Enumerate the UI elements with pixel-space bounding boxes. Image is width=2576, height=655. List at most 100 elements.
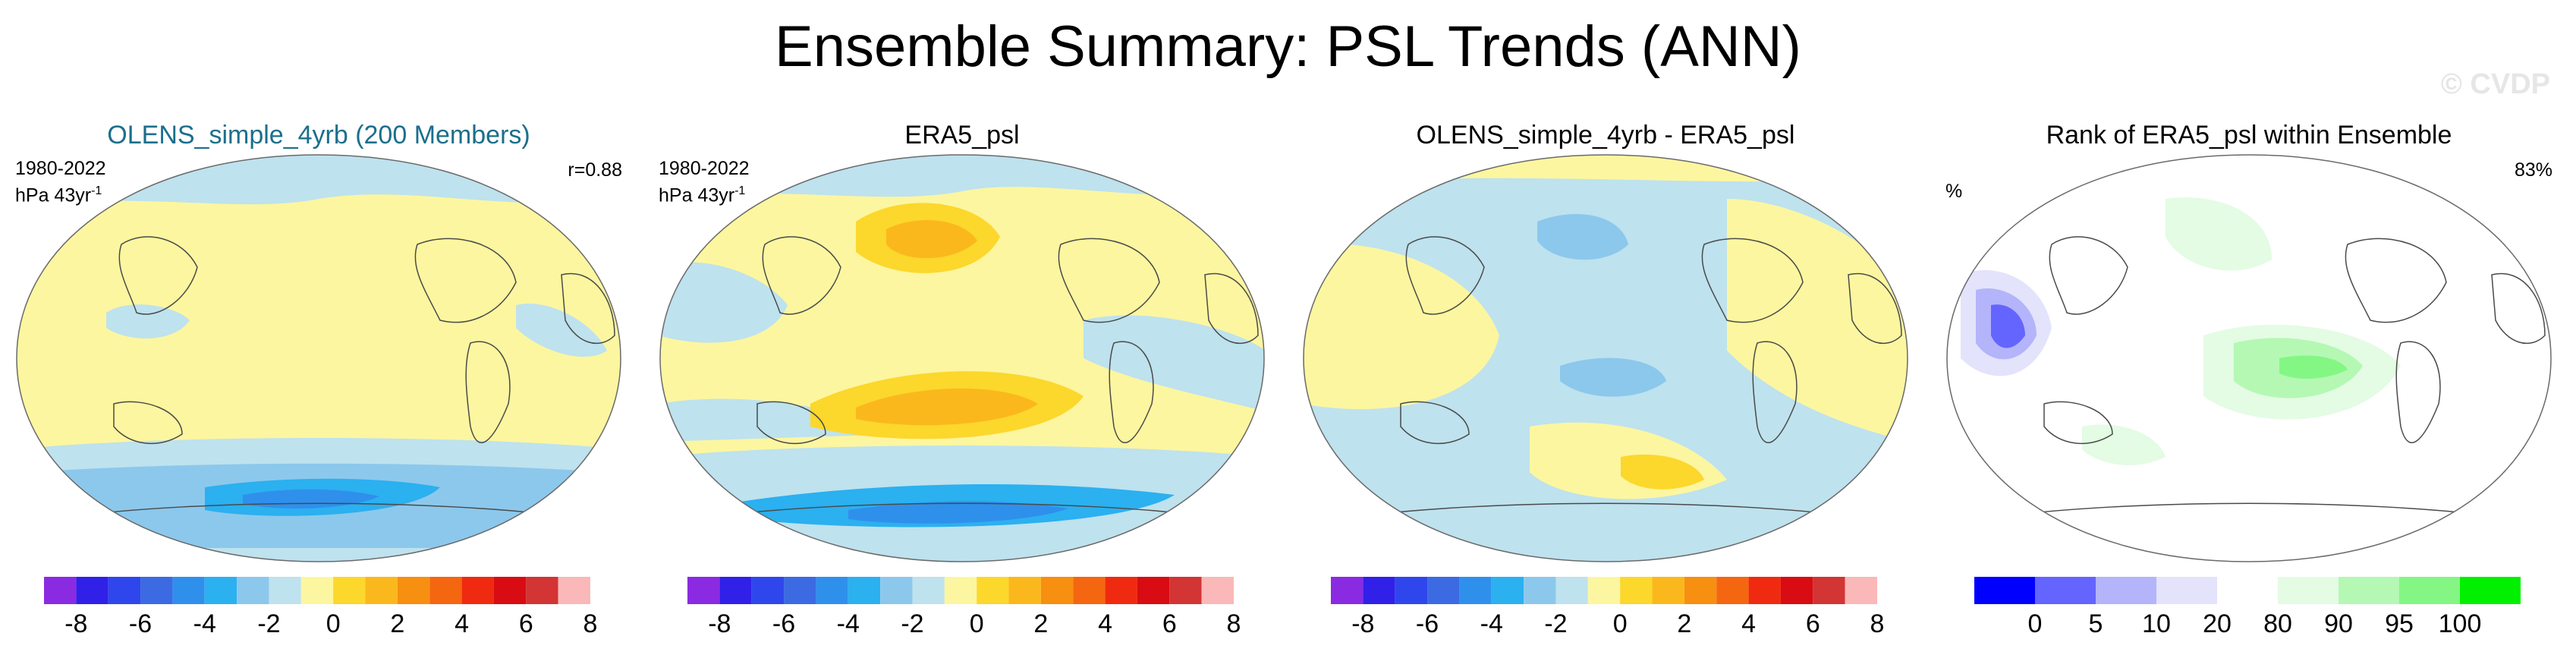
coastline	[1752, 341, 1798, 443]
colorbar-swatch	[687, 577, 720, 604]
coastline	[1848, 272, 1902, 344]
pattern-correlation-label: r=0.88	[568, 159, 622, 181]
colorbar-swatch	[1427, 577, 1460, 604]
colorbar-swatch	[1169, 577, 1202, 604]
colorbar-tick-label: 4	[454, 609, 470, 638]
colorbar-tick-label: -6	[1415, 609, 1439, 638]
colorbar-swatch	[1748, 577, 1781, 604]
colorbar-swatch	[1008, 577, 1041, 604]
colorbar-swatch	[944, 577, 977, 604]
colorbar-swatch	[493, 577, 527, 604]
colorbar-tick-label: -2	[901, 609, 924, 638]
coastline	[113, 401, 183, 444]
coastline	[465, 341, 511, 443]
colorbar-tick-label: 100	[2438, 609, 2482, 638]
colorbar-swatch	[880, 577, 913, 604]
colorbar-swatch	[1331, 577, 1363, 604]
coastline	[60, 502, 577, 518]
colorbar-swatch	[558, 577, 590, 604]
trend-contour-region	[106, 304, 190, 339]
colorbar-tick-label: 2	[1677, 609, 1692, 638]
colorbar-swatch	[1555, 577, 1588, 604]
map-outline	[1303, 154, 1908, 562]
panel-title: OLENS_simple_4yrb (200 Members)	[107, 121, 530, 150]
colorbar-tick-label: -4	[193, 609, 216, 638]
colorbar-swatch	[526, 577, 558, 604]
colorbar-swatch	[2096, 577, 2156, 604]
colorbar-swatch	[1363, 577, 1395, 604]
map-outline	[659, 154, 1265, 562]
colorbar-swatch	[76, 577, 109, 604]
coastline	[561, 272, 615, 344]
trend-contour-region	[1304, 155, 1908, 184]
colorbar	[1331, 577, 1877, 604]
colorbar-swatch	[1201, 577, 1234, 604]
coastline	[1990, 502, 2508, 518]
panel-title: ERA5_psl	[904, 121, 1020, 150]
colorbar-swatch	[1620, 577, 1653, 604]
colorbar-tick-label: 8	[1870, 609, 1885, 638]
colorbar-swatch	[1974, 577, 2035, 604]
trend-contour-region	[856, 388, 1038, 426]
trend-contour-region	[1304, 243, 1499, 410]
colorbar-swatch	[1137, 577, 1170, 604]
colorbar-swatch	[2339, 577, 2399, 604]
coastline	[2491, 272, 2546, 344]
colorbar-tick-label: -4	[836, 609, 860, 638]
colorbar-swatch	[1073, 577, 1106, 604]
colorbar-swatch	[2035, 577, 2096, 604]
period-units-label: 1980-2022 hPa 43yr-1	[15, 158, 106, 206]
colorbar-swatch	[461, 577, 494, 604]
colorbar-swatch	[108, 577, 141, 604]
colorbar-tick-label: 0	[2027, 609, 2043, 638]
coastline	[1109, 341, 1154, 443]
colorbar-swatch	[1491, 577, 1524, 604]
colorbar-swatch	[429, 577, 462, 604]
trend-contour-region	[2082, 424, 2166, 465]
colorbar-swatch	[816, 577, 848, 604]
coastline	[2395, 341, 2441, 443]
colorbar-swatch	[719, 577, 752, 604]
colorbar-tick-label: -6	[772, 609, 796, 638]
coastline	[762, 236, 841, 315]
coastline	[1701, 238, 1804, 323]
colorbar-swatch	[848, 577, 881, 604]
colorbar-tick-label: 8	[583, 609, 598, 638]
colorbar-tick-label: 6	[518, 609, 533, 638]
colorbar-tick-label: -2	[1544, 609, 1568, 638]
colorbar-tick-label: -2	[257, 609, 281, 638]
colorbar-swatch	[237, 577, 269, 604]
coastline	[1400, 401, 1470, 444]
colorbar-swatch	[2217, 577, 2278, 604]
colorbar-swatch	[1105, 577, 1137, 604]
colorbar-tick-label: 10	[2142, 609, 2171, 638]
figure-title: Ensemble Summary: PSL Trends (ANN)	[775, 14, 1801, 79]
colorbar-tick-label: -8	[1351, 609, 1375, 638]
trend-contour-region	[17, 155, 621, 206]
colorbar-swatch	[1845, 577, 1877, 604]
trend-contour-region	[516, 304, 607, 357]
colorbar-tick-label: 90	[2324, 609, 2353, 638]
colorbar-tick-label: 0	[969, 609, 984, 638]
colorbar-swatch	[751, 577, 785, 604]
coastline	[1405, 236, 1485, 315]
coastline	[2049, 236, 2128, 315]
colorbar-swatch	[912, 577, 945, 604]
colorbar-tick-label: 2	[390, 609, 405, 638]
colorbar-tick-label: 5	[2088, 609, 2103, 638]
colorbar-swatch	[365, 577, 398, 604]
colorbar-swatch	[1395, 577, 1428, 604]
panel-title: OLENS_simple_4yrb - ERA5_psl	[1416, 121, 1795, 150]
trend-contour-region	[1621, 454, 1704, 490]
map-outline	[1946, 154, 2552, 562]
trend-contour-region	[1560, 357, 1666, 397]
world-map	[659, 154, 1265, 562]
trend-contour-region	[1537, 214, 1628, 260]
coastline	[414, 238, 517, 323]
coastline	[2345, 238, 2447, 323]
coastline	[2043, 401, 2113, 444]
trend-contour-region	[2166, 197, 2272, 271]
coastline	[1204, 272, 1259, 344]
colorbar-tick-label: -8	[64, 609, 88, 638]
panel-ensemble-mean: OLENS_simple_4yrb (200 Members) 1980-202…	[0, 114, 637, 645]
